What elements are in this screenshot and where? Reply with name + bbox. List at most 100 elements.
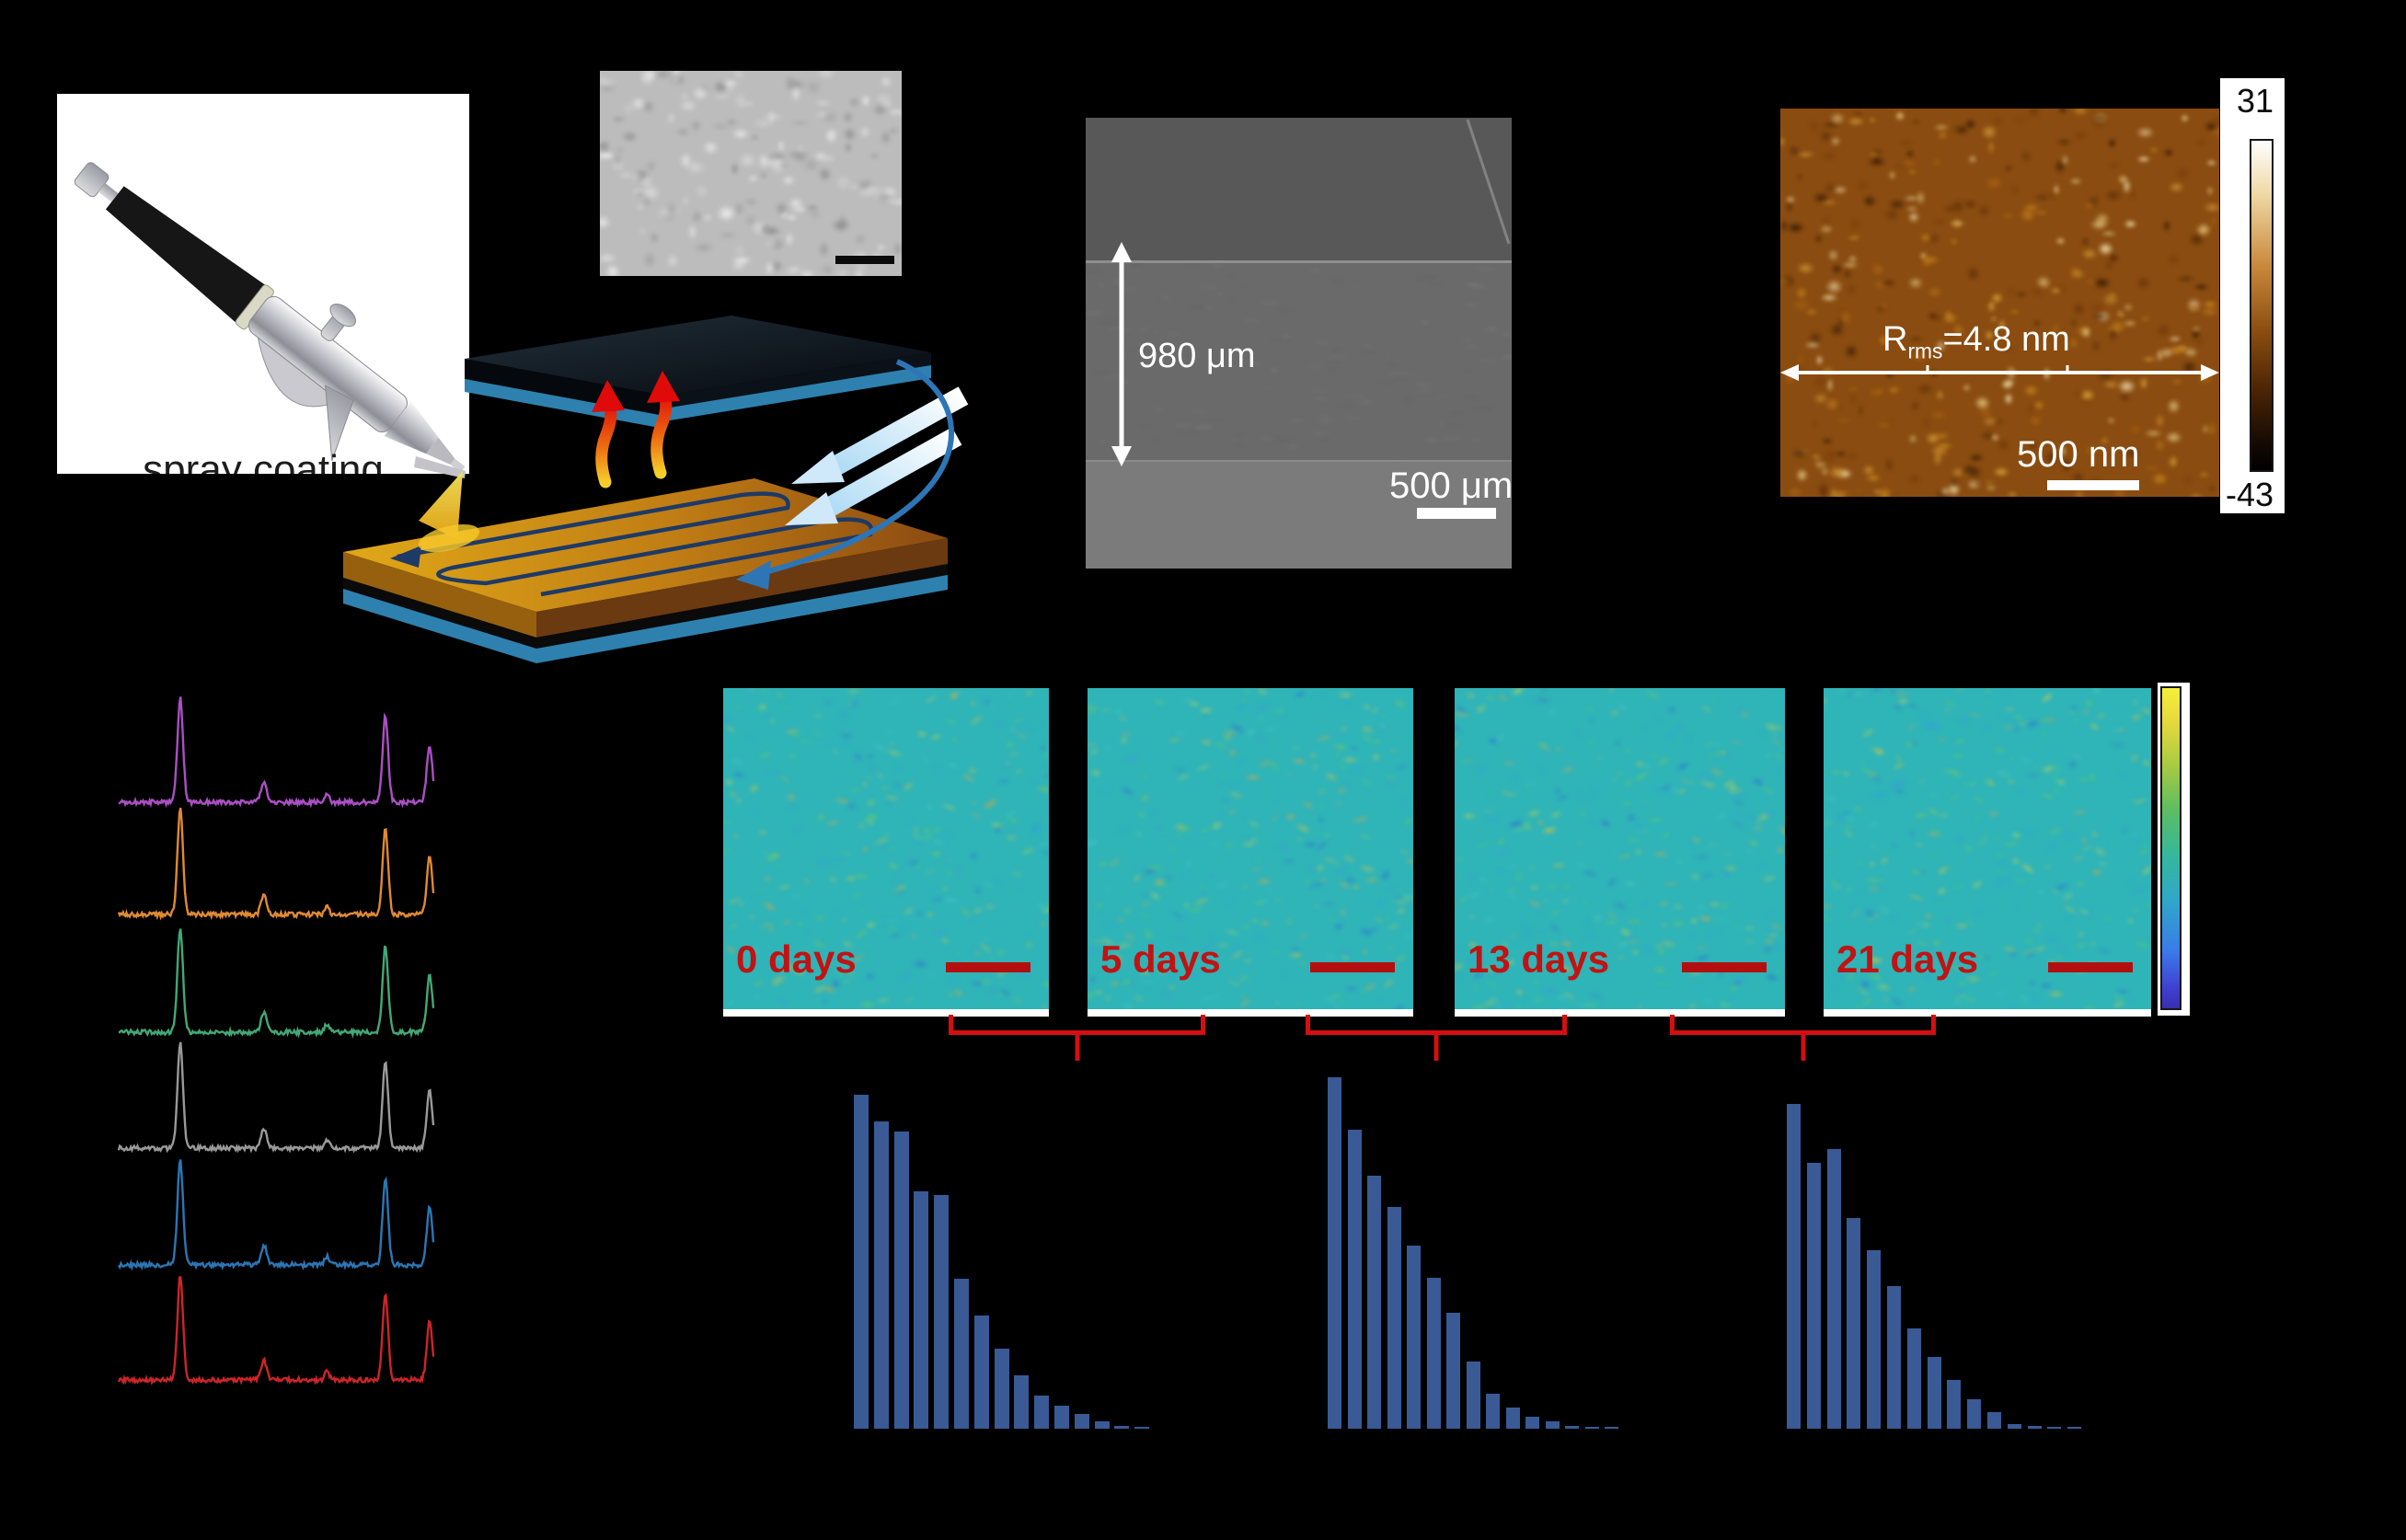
pl-map-scalebar [2048, 962, 2133, 972]
thickness-label: 980 μm [1138, 337, 1256, 375]
histogram-bar [994, 1348, 1009, 1429]
raster-path [397, 491, 874, 597]
thickness-arrow-icon [1111, 242, 1132, 466]
afm-scalebar [2047, 480, 2139, 490]
interval-bracket-1 [949, 1015, 1205, 1061]
histogram-bar [1787, 1104, 1801, 1429]
hot-plate [343, 478, 948, 663]
xrd-trace-gray [117, 1041, 435, 1154]
pl-map-label: 21 days [1836, 937, 1979, 981]
sem-surface-scalebar [835, 256, 894, 264]
histogram-bar [1545, 1421, 1560, 1429]
afm-scalebar-label: 500 nm [2017, 434, 2140, 475]
airbrush-icon [74, 162, 466, 473]
histogram-bar [1565, 1425, 1579, 1429]
histogram-bar [2047, 1427, 2062, 1429]
histogram-bar [1347, 1130, 1362, 1429]
histogram-bar [954, 1278, 969, 1429]
afm-roughness-label: Rrms=4.8 nm [1882, 320, 2070, 363]
histogram-interval-2 [1328, 1067, 1640, 1429]
histogram-bar [1947, 1380, 1962, 1429]
xrd-trace-orange [117, 807, 435, 921]
histogram-bar [1906, 1327, 1921, 1429]
pl-map-0days: 0 days [723, 688, 1049, 1017]
heat-arrowhead-left [592, 380, 625, 412]
pl-map-label: 0 days [736, 937, 857, 981]
airflow-arrow-icon [785, 386, 969, 525]
pl-map-label: 5 days [1100, 937, 1221, 981]
histogram-bar [2007, 1424, 2021, 1429]
pl-colorbar-gradient [2160, 686, 2182, 1010]
cleaved-edge-line [1466, 119, 1511, 245]
histogram-bar [1114, 1425, 1130, 1429]
pl-map-scalebar [946, 962, 1030, 972]
spray-cone-icon [414, 456, 480, 553]
histogram-bar [1094, 1421, 1110, 1429]
top-substrate-slab [465, 316, 931, 429]
histogram-bar [1605, 1427, 1618, 1429]
histogram-bar [1826, 1149, 1841, 1429]
histogram-bar [1987, 1412, 2001, 1429]
pl-map-5days: 5 days [1088, 688, 1413, 1017]
panel-caption: spray coating [143, 447, 384, 475]
histogram-bar [2067, 1427, 2082, 1429]
histogram-interval-1 [854, 1067, 1167, 1429]
histogram-bar [1034, 1395, 1050, 1429]
pl-colorbar [2158, 683, 2190, 1016]
pl-map-label: 13 days [1468, 937, 1610, 981]
sem-cross-scalebar [1417, 508, 1496, 519]
histogram-bar [1806, 1162, 1821, 1429]
afm-colorbar-min: -43 [2226, 476, 2274, 513]
histogram-interval-3 [1787, 1067, 2100, 1429]
xrd-patterns [117, 696, 435, 1386]
histogram-bar [1074, 1413, 1089, 1429]
interval-bracket-3 [1670, 1015, 1936, 1061]
xrd-trace-purple [118, 696, 435, 809]
bracket-stem [1075, 1030, 1079, 1061]
xrd-trace-green [118, 928, 435, 1040]
bracket-stem [1433, 1030, 1439, 1061]
heat-arrowhead-right [647, 371, 680, 403]
bracket-stem [1801, 1030, 1805, 1061]
histogram-bar [1014, 1374, 1030, 1429]
pl-map-21days: 21 days [1824, 688, 2151, 1017]
histogram-bar [1426, 1277, 1441, 1429]
histogram-bar [1446, 1312, 1460, 1429]
histogram-bar [1867, 1249, 1882, 1429]
histogram-bar [1584, 1426, 1599, 1429]
histogram-bar [1387, 1207, 1401, 1429]
histogram-bar [1466, 1362, 1480, 1429]
histogram-bar [1505, 1408, 1520, 1429]
histogram-bar [1927, 1357, 1941, 1429]
histogram-bar [973, 1315, 989, 1429]
histogram-bar [1054, 1405, 1069, 1429]
histogram-bar [854, 1095, 869, 1429]
interval-bracket-2 [1306, 1015, 1567, 1061]
histogram-bar [1328, 1077, 1341, 1429]
xrd-trace-red [117, 1275, 435, 1386]
sem-cross-scalebar-label: 500 μm [1389, 465, 1514, 506]
histogram-bar [1525, 1416, 1539, 1429]
histogram-bar [1134, 1427, 1150, 1429]
afm-colorbar: 31 -43 [2220, 78, 2285, 513]
histogram-bar [1486, 1393, 1500, 1429]
pl-map-13days: 13 days [1455, 688, 1785, 1017]
pl-map-scalebar [1682, 962, 1767, 972]
sem-surface-image [600, 71, 902, 276]
width-arrow-icon [1780, 364, 2219, 381]
histogram-bar [1367, 1175, 1381, 1429]
airbrush-illustration-box: spray coating [57, 94, 469, 474]
histogram-bar [1887, 1285, 1901, 1429]
histogram-bar [2027, 1425, 2042, 1429]
histogram-bar [934, 1194, 950, 1429]
histogram-bar [1407, 1246, 1421, 1429]
histogram-bar [873, 1121, 889, 1429]
histogram-bar [1967, 1399, 1982, 1429]
afm-image [1780, 109, 2219, 497]
xrd-trace-blue [117, 1159, 435, 1271]
histogram-bar [1847, 1217, 1861, 1429]
afm-colorbar-max: 31 [2237, 82, 2274, 120]
afm-colorbar-gradient [2250, 139, 2274, 472]
